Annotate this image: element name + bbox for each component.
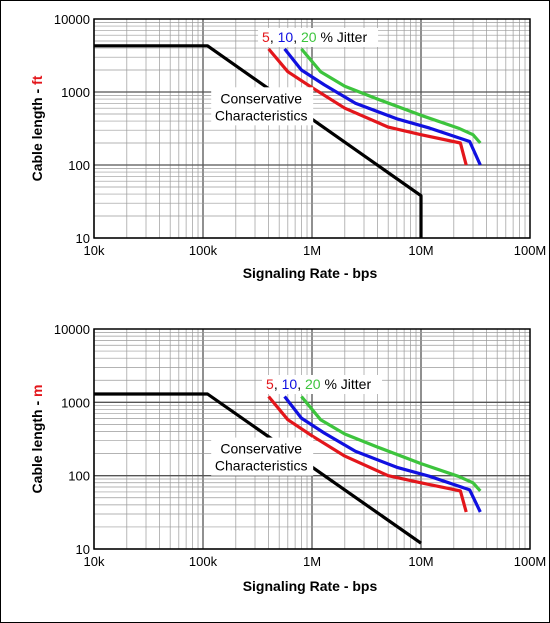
y-tick-label: 100 (68, 158, 90, 173)
x-tick-label: 10k (84, 554, 105, 569)
series-line-jitter5 (267, 47, 468, 166)
jitter-20-label: 20 (297, 29, 317, 45)
annotation-line-1: Conservative (220, 90, 302, 106)
y-axis-label-unit: m (29, 385, 45, 397)
jitter-legend: 5, 10, 20 % Jitter (266, 376, 371, 392)
y-axis-label: Cable length - m (29, 385, 45, 494)
annotation-line-1: Conservative (220, 441, 302, 457)
x-tick-label: 10k (84, 243, 105, 258)
jitter-suffix: % Jitter (321, 376, 372, 392)
chart-2: 10k 100k 1M 10M 100M 10 100 1000 10000 Signaling … (29, 322, 546, 594)
y-axis-label-text: Cable length - (29, 397, 45, 493)
jitter-separator: , (274, 376, 278, 392)
jitter-separator: , (293, 29, 297, 45)
x-tick-label: 100k (189, 554, 218, 569)
jitter-10-label: 10 (274, 29, 294, 45)
series-line-jitter10 (283, 395, 482, 513)
y-axis-label-text: Cable length - (29, 85, 45, 181)
plot-border (93, 328, 531, 550)
x-axis-label: Signaling Rate - bps (243, 265, 378, 281)
series-line-jitter5 (267, 395, 468, 513)
y-tick-label: 100 (68, 469, 90, 484)
x-tick-label: 100k (189, 243, 218, 258)
jitter-20-label: 20 (301, 376, 321, 392)
series-line-conservative (94, 44, 423, 238)
series-line-jitter20 (300, 47, 482, 145)
x-tick-label: 100M (514, 554, 547, 569)
jitter-separator: , (297, 376, 301, 392)
jitter-5-label: 5 (262, 29, 270, 45)
y-tick-label: 10000 (54, 322, 90, 337)
annotation-background (211, 437, 314, 476)
x-axis-label: Signaling Rate - bps (243, 578, 378, 594)
series-line-jitter20 (300, 395, 482, 492)
y-axis-label-unit: ft (29, 75, 45, 85)
series-line-conservative (94, 392, 422, 545)
annotation-background (211, 87, 314, 126)
jitter-legend-background (262, 375, 383, 394)
annotation-line-2: Characteristics (215, 107, 308, 123)
series-line-jitter10 (283, 47, 482, 166)
jitter-separator: , (270, 29, 274, 45)
jitter-5-label: 5 (266, 376, 274, 392)
jitter-suffix: % Jitter (317, 29, 368, 45)
y-tick-label: 10000 (54, 12, 90, 27)
y-tick-label: 10 (76, 231, 90, 246)
x-tick-label: 10M (408, 554, 433, 569)
plot-border (93, 18, 531, 239)
y-tick-label: 10 (76, 542, 90, 557)
y-axis-label: Cable length - ft (29, 75, 45, 181)
annotation-line-2: Characteristics (215, 458, 308, 474)
jitter-legend-background (258, 28, 379, 47)
chart-1: 10k 100k 1M 10M 100M 10 100 1000 10000 Signaling … (29, 12, 546, 281)
y-tick-label: 1000 (61, 395, 90, 410)
x-tick-label: 1M (303, 554, 321, 569)
x-tick-label: 100M (514, 243, 547, 258)
x-tick-label: 1M (303, 243, 321, 258)
jitter-legend: 5, 10, 20 % Jitter (262, 29, 367, 45)
y-tick-label: 1000 (61, 85, 90, 100)
jitter-10-label: 10 (278, 376, 298, 392)
x-tick-label: 10M (408, 243, 433, 258)
